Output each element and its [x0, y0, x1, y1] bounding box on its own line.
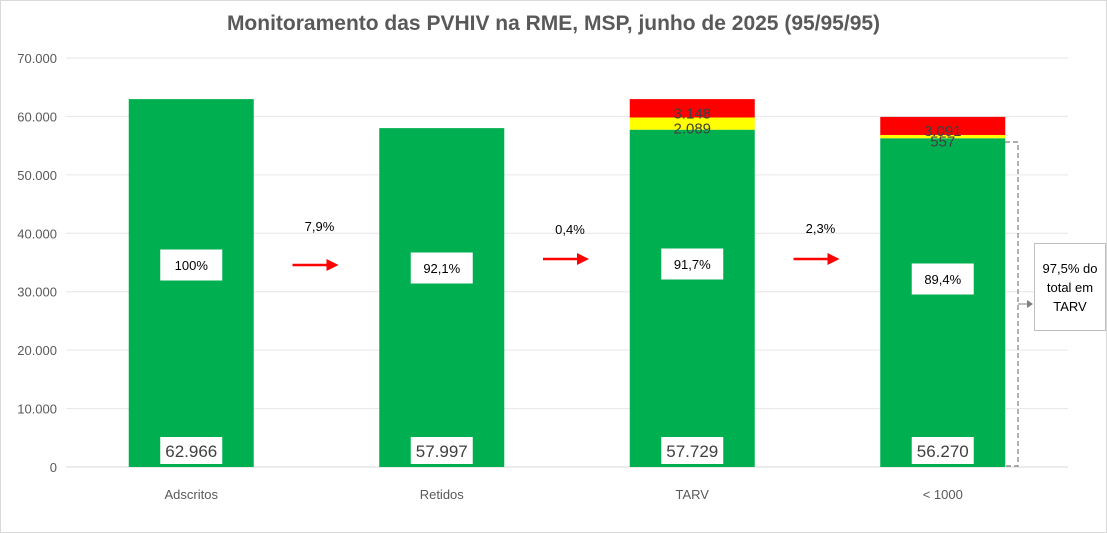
y-tick-label: 50.000 — [17, 168, 57, 183]
percent-label: 92,1% — [423, 261, 460, 276]
percent-label-box — [160, 249, 223, 281]
bar-segment — [128, 99, 254, 467]
percent-label: 89,4% — [924, 272, 961, 287]
segment-value-label: 3.091 — [924, 123, 962, 140]
percent-label: 100% — [175, 258, 209, 273]
segment-value-label: 557 — [930, 134, 955, 151]
bar-segment — [629, 129, 755, 467]
arrow-head — [326, 259, 339, 271]
bar-segment — [880, 138, 1006, 468]
y-tick-label: 20.000 — [17, 343, 57, 358]
transition-rate-label: 7,9% — [305, 219, 335, 234]
y-tick-label: 40.000 — [17, 226, 57, 241]
callout-pointer — [1027, 300, 1033, 308]
arrow-head — [827, 253, 840, 265]
chart-title: Monitoramento das PVHIV na RME, MSP, jun… — [226, 12, 881, 35]
y-tick-label: 10.000 — [17, 402, 57, 417]
bar-segment — [629, 99, 755, 118]
value-label-box — [911, 437, 974, 464]
bar-value-label: 62.966 — [165, 442, 217, 461]
arrow-head — [577, 253, 589, 265]
y-tick-label: 70.000 — [17, 51, 57, 66]
x-category-label: TARV — [676, 487, 710, 502]
bar-segment — [379, 128, 505, 467]
bar-segment — [880, 116, 1006, 135]
percent-label-box — [410, 252, 473, 284]
y-tick-label: 60.000 — [17, 109, 57, 124]
segment-value-label: 3.148 — [673, 105, 711, 122]
percent-label-box — [661, 248, 724, 280]
bar-value-label: 57.729 — [666, 442, 718, 461]
bracket — [1005, 141, 1019, 467]
value-label-box — [661, 437, 724, 464]
x-category-label: < 1000 — [923, 487, 963, 502]
transition-rate-label: 0,4% — [555, 222, 585, 237]
transition-rate-label: 2,3% — [806, 221, 836, 236]
value-label-box — [160, 437, 223, 464]
bar-segment — [629, 117, 755, 130]
bar-value-label: 56.270 — [917, 442, 969, 461]
segment-value-label: 2.089 — [673, 121, 711, 138]
percent-label-box — [911, 263, 974, 295]
bar-value-label: 57.997 — [416, 442, 468, 461]
x-category-label: Retidos — [420, 487, 465, 502]
y-tick-label: 30.000 — [17, 285, 57, 300]
y-tick-label: 0 — [50, 460, 57, 475]
value-label-box — [410, 437, 473, 464]
x-category-label: Adscritos — [165, 487, 219, 502]
bar-segment — [880, 134, 1006, 139]
percent-label: 91,7% — [674, 257, 711, 272]
callout-box: 97,5% do total em TARV — [1034, 243, 1106, 331]
